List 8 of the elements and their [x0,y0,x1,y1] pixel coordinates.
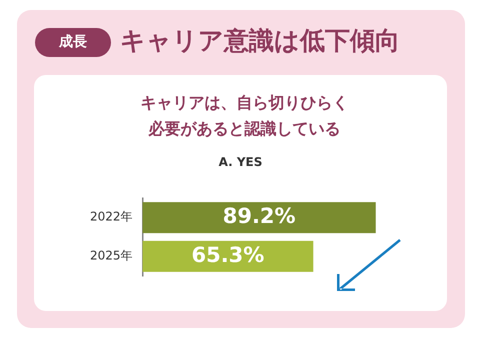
data-label: 65.3% [191,242,264,267]
chart-subtitle: キャリアは、自ら切りひらく必要があると認識している [139,92,350,140]
text: A. YES [218,155,264,169]
y-tick-label: 2022年 [90,210,133,224]
data-label: 89.2% [222,204,296,228]
text: 成長 [35,28,111,57]
y-tick-label: 2025年 [90,248,133,263]
chart-title: キャリア意識は低下傾向 [120,25,400,57]
